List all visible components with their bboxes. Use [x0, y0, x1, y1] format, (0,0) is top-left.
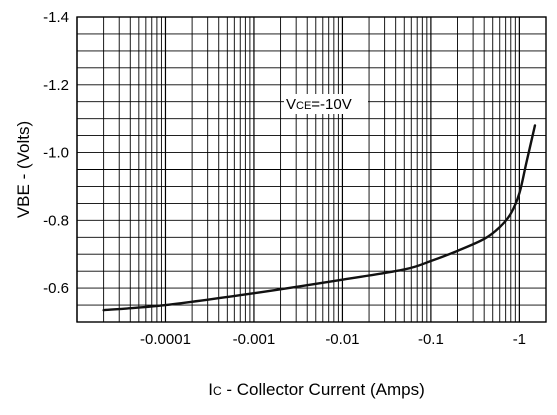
y-axis-title: VBE - (Volts)	[14, 121, 33, 218]
x-tick-label: -0.0001	[140, 331, 191, 348]
y-tick-label: -1.4	[43, 9, 69, 26]
y-tick-label: -0.6	[43, 280, 69, 297]
annotation-background	[284, 94, 368, 114]
y-tick-label: -1.0	[43, 145, 69, 162]
x-tick-label: -0.001	[233, 331, 276, 348]
x-tick-label: -0.1	[418, 331, 444, 348]
x-axis-title-main: I	[208, 380, 213, 399]
plot-frame	[76, 16, 547, 323]
x-axis-title-rest: - Collector Current (Amps)	[222, 380, 425, 399]
y-tick-label: -0.8	[43, 212, 69, 229]
x-axis-title-subscript: C	[213, 384, 222, 398]
tick-labels: -0.6 -0.8 -1.0 -1.2 -1.4 -0.0001 -0.001 -0.01 -0…	[43, 9, 526, 348]
grid	[76, 16, 547, 323]
annotation-label: VCE=-10V	[286, 96, 352, 113]
x-axis-title: IC - Collector Current (Amps)	[208, 380, 425, 399]
annotation: VCE=-10V	[284, 94, 368, 114]
series-line	[102, 124, 537, 312]
x-tick-label: -0.01	[325, 331, 359, 348]
y-tick-label: -1.2	[43, 77, 69, 94]
series-layer	[102, 124, 537, 312]
x-tick-label: -1	[513, 331, 526, 348]
